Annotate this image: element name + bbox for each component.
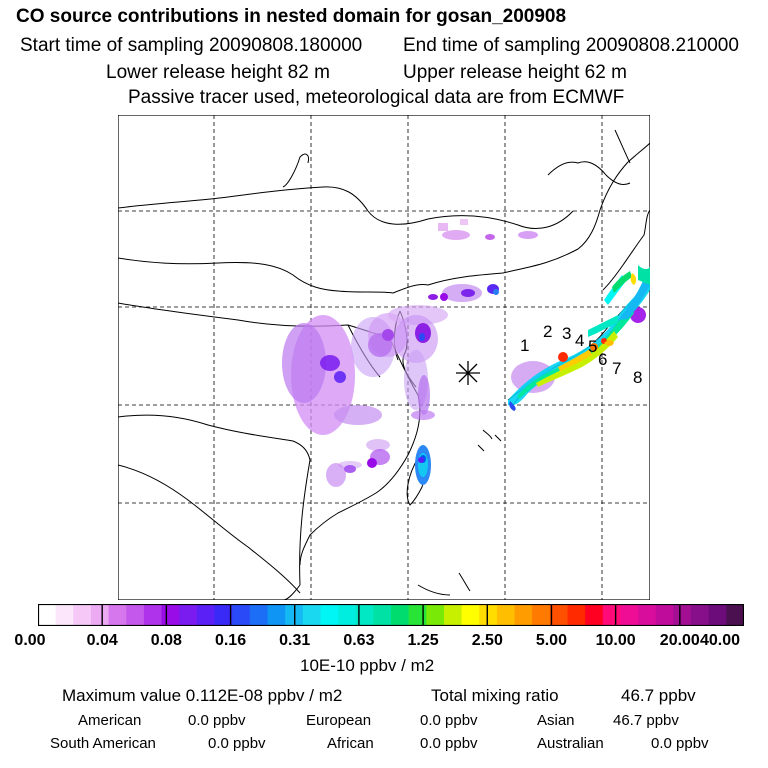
colorbar-tick-label: 40.00 (699, 632, 741, 649)
colorbar-cell (514, 604, 533, 626)
colorbar-cell (602, 604, 622, 626)
south-american-label: South American (50, 735, 156, 752)
colorbar-cell (302, 604, 321, 626)
start-time-label: Start time of sampling 20090808.180000 (20, 35, 363, 56)
colorbar-cell (567, 604, 586, 626)
colorbar-cell (161, 604, 180, 626)
colorbar-cell (73, 604, 92, 626)
colorbar-cell (355, 604, 374, 626)
lower-release-height-label: Lower release height 82 m (106, 62, 330, 83)
american-value: 0.0 ppbv (188, 712, 246, 729)
colorbar-cell (38, 604, 57, 626)
colorbar-cell (320, 604, 339, 626)
colorbar-cell (638, 604, 657, 626)
colorbar-cell (179, 604, 198, 626)
asterisk-icon (456, 361, 480, 385)
colorbar-cell (408, 604, 427, 626)
colorbar-cell (496, 604, 516, 626)
source-label-7: 7 (612, 359, 621, 378)
colorbar-cell (338, 604, 357, 626)
max-value: Maximum value 0.112E-08 ppbv / m2 (62, 686, 343, 705)
european-value: 0.0 ppbv (420, 712, 478, 729)
colorbar-tick-label: 1.25 (407, 632, 439, 649)
upper-release-height-label: Upper release height 62 m (403, 62, 627, 83)
colorbar-cell (655, 604, 674, 626)
colorbar-cell (461, 604, 480, 626)
colorbar-cell (708, 604, 727, 626)
asian-value: 46.7 ppbv (613, 712, 679, 729)
australian-label: Australian (537, 735, 604, 752)
lat-lon-grid (118, 115, 650, 600)
total-mixing-ratio-value: 46.7 ppbv (621, 686, 696, 705)
african-label: African (327, 735, 374, 752)
source-label-1: 1 (520, 336, 529, 355)
source-label-8: 8 (633, 368, 642, 387)
colorbar-cell (90, 604, 110, 626)
map-title: CO source contributions in nested domain… (16, 6, 567, 27)
asian-label: Asian (537, 712, 575, 729)
colorbar-tick-label: 10.00 (595, 632, 636, 649)
colorbar-cell (479, 604, 498, 626)
colorbar-cell (532, 604, 551, 626)
colorbar-tick-label: 5.00 (535, 632, 568, 649)
african-value: 0.0 ppbv (420, 735, 478, 752)
colorbar-tick-label: 0.16 (214, 632, 247, 649)
colorbar-tick-label: 2.50 (471, 632, 503, 649)
source-label-4: 4 (575, 331, 584, 350)
colorbar-cell (196, 604, 216, 626)
colorbar-cell (726, 604, 744, 626)
colorbar-cell (673, 604, 692, 626)
colorbar-cell (55, 604, 74, 626)
colorbar-cell (391, 604, 410, 626)
colorbar-tick-label: 0.08 (150, 632, 182, 649)
total-mixing-ratio-label: Total mixing ratio (431, 686, 559, 705)
colorbar-unit: 10E-10 ppbv / m2 (300, 656, 435, 675)
source-label-2: 2 (543, 322, 552, 341)
colorbar-tick-label: 0.00 (14, 632, 46, 649)
european-label: European (306, 712, 372, 729)
colorbar-cell (232, 604, 251, 626)
colorbar-cell (549, 604, 569, 626)
australian-value: 0.0 ppbv (651, 735, 709, 752)
colorbar-cell (267, 604, 286, 626)
south-american-value: 0.0 ppbv (208, 735, 266, 752)
source-label-5: 5 (588, 337, 597, 356)
tracer-note: Passive tracer used, meteorological data… (128, 87, 625, 108)
colorbar-cell (585, 604, 604, 626)
colorbar-cell (620, 604, 639, 626)
source-label-3: 3 (562, 324, 571, 343)
colorbar-tick-label: 20.00 (659, 632, 700, 649)
colorbar-cell (373, 604, 392, 626)
colorbar-cell (249, 604, 269, 626)
colorbar-cell (426, 604, 445, 626)
colorbar-cell (126, 604, 145, 626)
colorbar-cell (691, 604, 710, 626)
map-panel: 1 2 3 4 5 6 7 8 (118, 115, 650, 600)
japan-plume (508, 265, 650, 411)
colorbar-cell (108, 604, 127, 626)
colorbar (38, 604, 744, 626)
end-time-label: End time of sampling 20090808.210000 (403, 35, 739, 56)
colorbar-tick-label: 0.04 (86, 632, 118, 649)
source-label-6: 6 (598, 350, 607, 369)
colorbar-tick-label: 0.63 (343, 632, 375, 649)
concentration-field (282, 219, 646, 487)
colorbar-cell (214, 604, 233, 626)
colorbar-cell (443, 604, 463, 626)
colorbar-tick-label: 0.31 (279, 632, 311, 649)
american-label: American (78, 712, 142, 729)
colorbar-cell (143, 604, 163, 626)
